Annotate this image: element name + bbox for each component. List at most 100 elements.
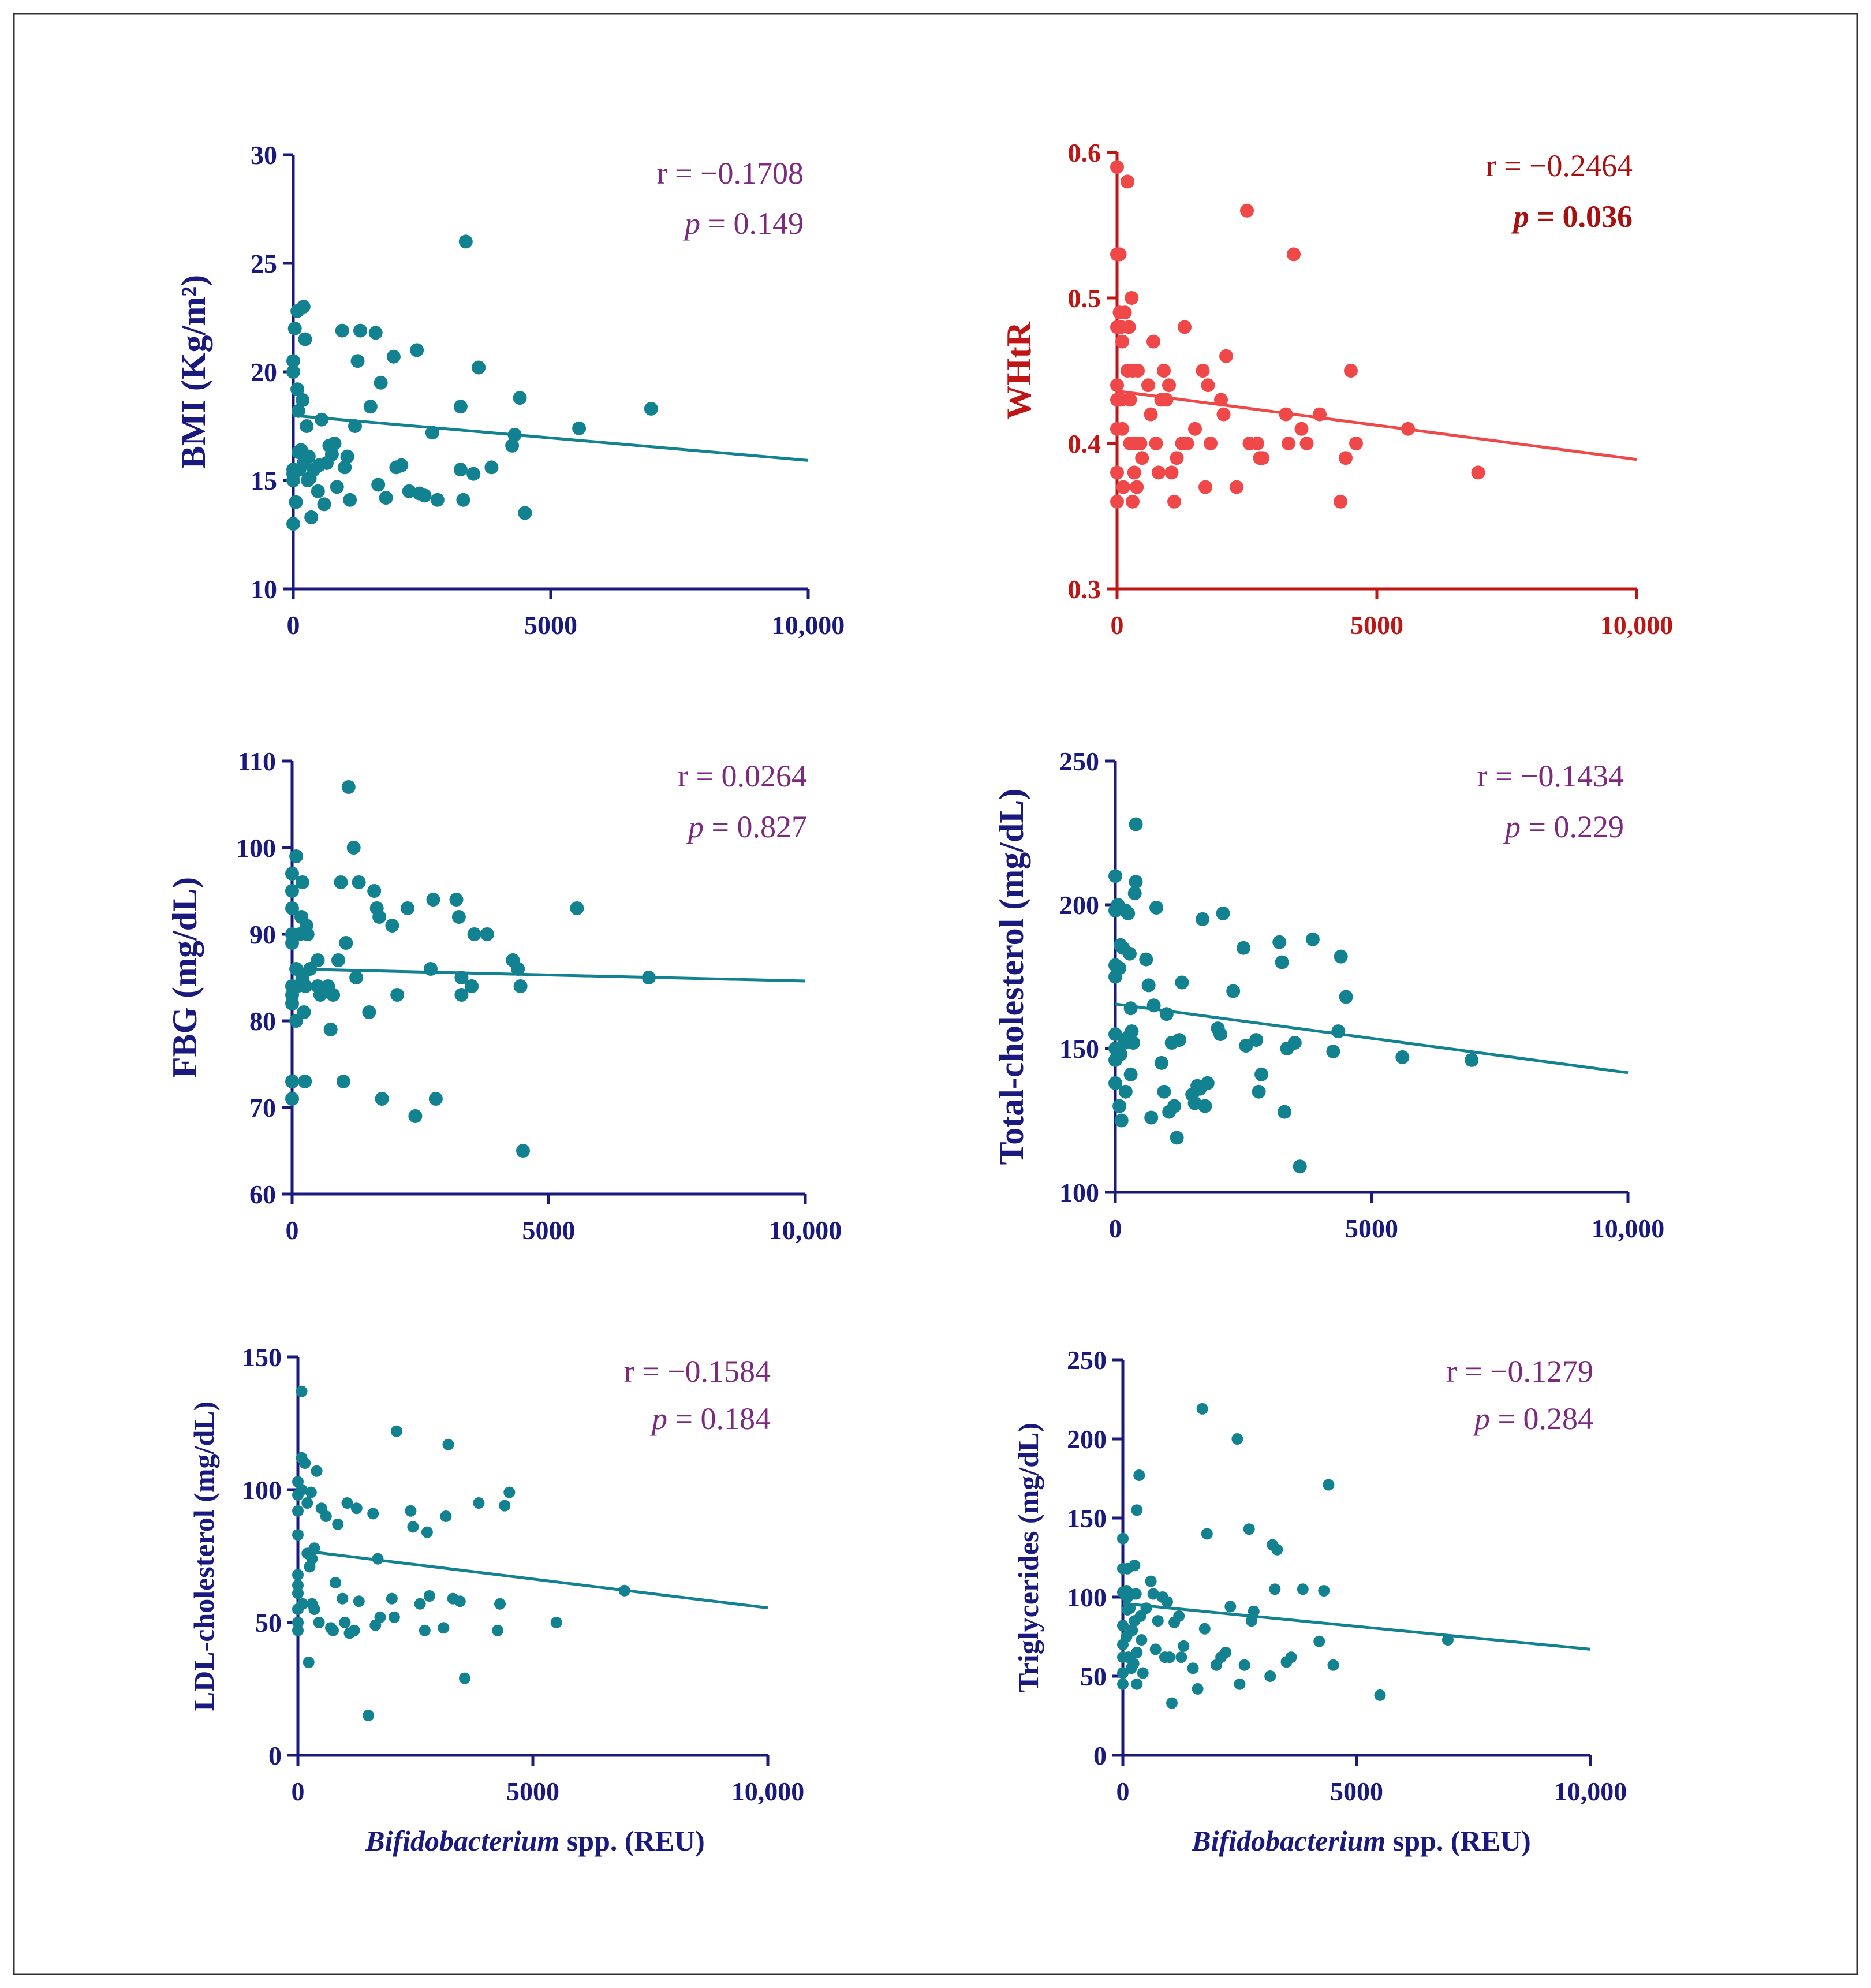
xaxis-title-left: Bifidobacterium spp. (REU) [365, 1825, 705, 1857]
data-point [1117, 1678, 1129, 1690]
data-point [290, 382, 305, 397]
data-point [1149, 437, 1163, 450]
chart-panel-6: 0 50 100 150 200 250 0 5000 10,000 Triglycerides … [1012, 1345, 1627, 1806]
data-point [1125, 291, 1139, 305]
data-point [454, 988, 469, 1002]
y-tick-label: 150 [242, 1342, 282, 1372]
data-point [1339, 451, 1353, 465]
data-point [1157, 364, 1171, 378]
data-point [407, 1521, 419, 1533]
data-point [352, 875, 366, 889]
data-point [1167, 1099, 1182, 1113]
data-point [1395, 1050, 1410, 1064]
data-point [449, 893, 464, 907]
data-point [1164, 465, 1179, 480]
data-point [1196, 1403, 1208, 1415]
data-point [331, 953, 345, 967]
data-point [426, 893, 440, 907]
data-point [572, 421, 587, 435]
data-point [442, 1438, 454, 1450]
data-point [295, 875, 309, 889]
y-tick-label: 60 [249, 1180, 276, 1209]
x-tick-label: 10,000 [731, 1777, 805, 1806]
stat-p: p = 0.036 [1511, 199, 1633, 234]
y-tick-label: 100 [236, 833, 276, 863]
data-point [326, 988, 341, 1002]
data-point [305, 1486, 317, 1498]
data-point [1323, 1479, 1335, 1491]
data-point [388, 1611, 400, 1623]
data-point [298, 1075, 312, 1088]
data-point [1216, 906, 1230, 920]
regression-line [1122, 1602, 1591, 1651]
data-point [330, 1577, 342, 1588]
data-point [1167, 494, 1181, 509]
data-point [1285, 1651, 1297, 1663]
data-point [1187, 1662, 1199, 1674]
data-point [1131, 364, 1145, 378]
y-tick-label: 70 [249, 1093, 276, 1122]
data-point [492, 1624, 503, 1636]
data-point [343, 493, 357, 507]
data-point [334, 875, 348, 889]
data-point [350, 354, 365, 368]
data-point [1127, 1658, 1140, 1670]
data-point [1141, 378, 1155, 393]
data-point [1256, 451, 1269, 465]
y-tick-label: 80 [249, 1006, 276, 1036]
stat-p-symbol: p [1472, 1401, 1490, 1436]
data-point [353, 1595, 365, 1607]
stat-r: r = −0.1279 [1447, 1354, 1593, 1389]
stat-r: r = −0.1434 [1477, 759, 1624, 793]
data-point [363, 400, 378, 414]
data-point [289, 849, 304, 863]
data-point [1129, 1560, 1141, 1572]
data-point [518, 506, 532, 520]
data-point [423, 1590, 435, 1602]
data-point [299, 1457, 311, 1469]
data-point [1112, 247, 1127, 262]
data-point [292, 1569, 304, 1581]
data-point [301, 1497, 313, 1509]
data-point [1133, 1469, 1145, 1481]
data-point [414, 1598, 426, 1610]
data-point [1122, 320, 1136, 334]
data-point [1127, 886, 1142, 901]
data-point [1175, 975, 1189, 990]
data-point [1248, 1605, 1260, 1617]
data-point [289, 495, 303, 509]
data-point [1159, 393, 1174, 407]
xaxis-title-left-italic: Bifidobacterium [365, 1825, 559, 1857]
x-tick-label: 0 [292, 1777, 305, 1806]
x-tick-label: 5000 [524, 610, 577, 640]
data-point [300, 927, 315, 941]
data-point [1170, 1131, 1184, 1145]
y-tick-label: 10 [251, 575, 277, 604]
data-point [1192, 1683, 1204, 1695]
data-point [1254, 1067, 1269, 1081]
data-point [1126, 494, 1140, 509]
data-point [339, 936, 353, 950]
stat-p-value: = 0.827 [704, 810, 807, 844]
data-point [339, 1617, 351, 1628]
data-point [405, 1505, 417, 1517]
data-point [341, 1497, 353, 1509]
stat-r: r = −0.1584 [624, 1354, 771, 1389]
data-point [451, 910, 466, 924]
data-point [410, 343, 424, 357]
data-point [1198, 1623, 1211, 1635]
data-point [1123, 393, 1137, 407]
y-tick-label: 0.3 [1068, 575, 1101, 604]
data-point [1136, 1634, 1148, 1646]
stat-p-symbol: p [1503, 810, 1521, 844]
regression-line [1115, 1002, 1629, 1075]
data-point [1149, 901, 1163, 915]
data-point [327, 437, 342, 451]
data-point [453, 400, 468, 414]
data-point [348, 419, 362, 433]
stat-p: p = 0.149 [682, 206, 804, 241]
data-point [350, 1502, 363, 1515]
stat-p-value: = 0.036 [1529, 199, 1633, 234]
stat-p-value: = 0.149 [700, 206, 804, 241]
